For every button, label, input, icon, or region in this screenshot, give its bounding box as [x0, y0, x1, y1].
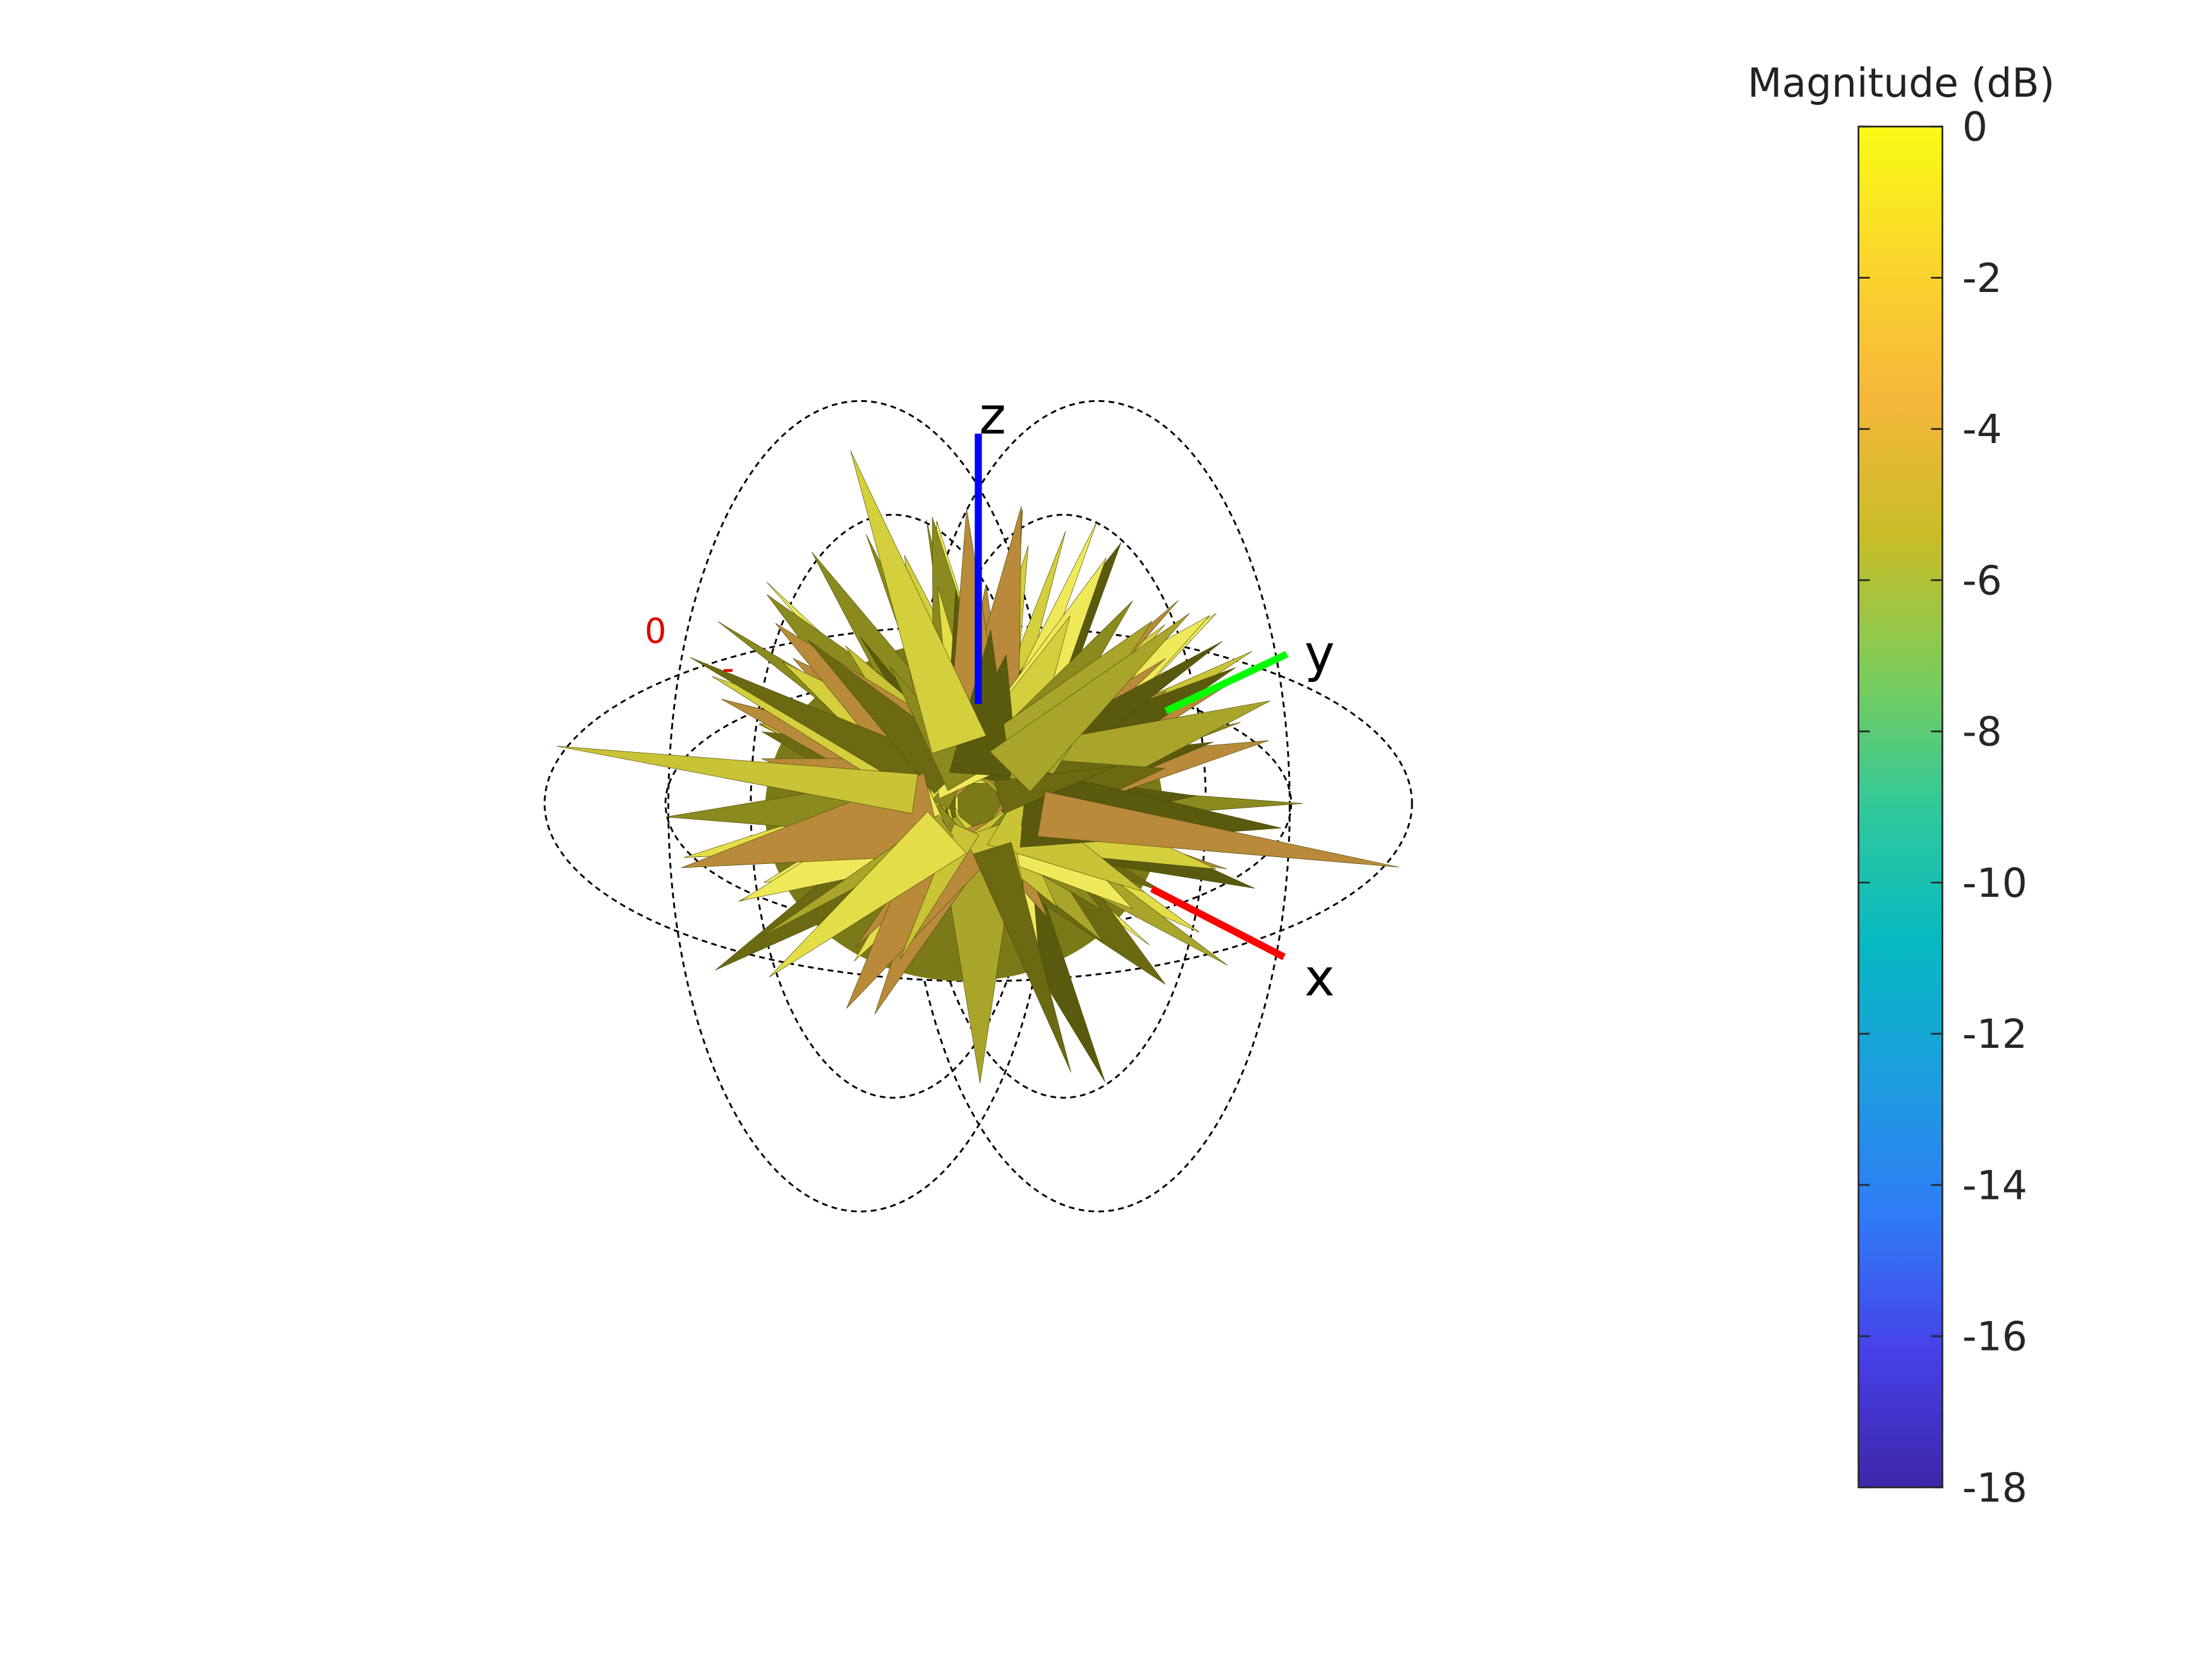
pattern-spike [556, 746, 918, 814]
colorbar-tick-label: -6 [1962, 557, 2002, 604]
axis-label: z [979, 387, 1006, 446]
pattern-spike [769, 811, 967, 978]
colorbar-tick-label: -2 [1962, 255, 2002, 301]
colorbar-tick-label: -8 [1962, 709, 2002, 755]
pattern-spike [973, 842, 1071, 1073]
colorbar-gradient [1857, 125, 1943, 1488]
colorbar-title: Magnitude (dB) [1747, 60, 2055, 106]
colorbar-tick-label: -18 [1962, 1465, 2027, 1511]
axis-label: x [1304, 949, 1335, 1008]
axis-line [1164, 650, 1289, 715]
pattern-spike [989, 613, 1190, 793]
pattern [556, 450, 1399, 1083]
colorbar-tick-label: 0 [1962, 104, 1988, 150]
colorbar-tick-label: -4 [1962, 406, 2002, 453]
colorbar-tick-label: -16 [1962, 1314, 2027, 1360]
colorbar: 0 -2 -4 -6 -8 -10 -12 -14 -16 -18 [1857, 104, 2027, 1511]
colorbar-tick-label: -10 [1962, 860, 2027, 906]
pattern-spike [850, 450, 987, 754]
pattern-spike [1037, 791, 1399, 868]
ring-label: 0 [645, 611, 666, 651]
ring-label: - [722, 648, 734, 688]
colorbar-tick-label: -12 [1962, 1011, 2027, 1057]
axis-line [1150, 885, 1286, 961]
axis-label: y [1304, 624, 1335, 684]
axes-triad: x y z [975, 387, 1335, 1008]
colorbar-tick-label: -14 [1962, 1162, 2027, 1208]
